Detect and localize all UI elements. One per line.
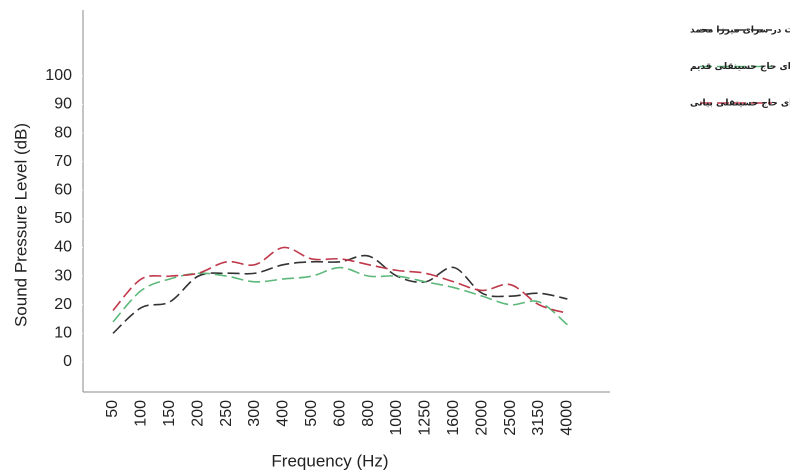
x-axis-title: Frequency (Hz) [271, 451, 388, 470]
x-tick-label: 500 [303, 400, 320, 427]
x-tick-label: 300 [246, 400, 263, 427]
x-tick-label: 600 [331, 400, 348, 427]
x-tick-label: 800 [360, 400, 377, 427]
y-tick-label: 0 [63, 353, 72, 370]
series-line [112, 246, 568, 315]
x-tick-label: 250 [218, 400, 235, 427]
x-tick-label: 50 [104, 400, 121, 418]
y-tick-label: 20 [54, 296, 72, 313]
y-tick-label: 70 [54, 153, 72, 170]
x-tick-label: 400 [275, 400, 292, 427]
legend-label: میانگین مقادیر کمینه تراز فشار صوت در سر… [690, 97, 790, 109]
legend-label: میانگین مقادیر کمینه تراز فشار صوت در سر… [690, 24, 790, 36]
x-tick-label: 3150 [530, 400, 547, 436]
x-tick-label: 4000 [559, 400, 576, 436]
series-line [112, 254, 568, 334]
x-tick-label: 2000 [473, 400, 490, 436]
x-tick-label: 2500 [502, 400, 519, 436]
x-tick-label: 200 [189, 400, 206, 427]
y-tick-label: 50 [54, 210, 72, 227]
y-axis-title: Sound Pressure Level (dB) [11, 123, 30, 327]
legend-label: میانگین مقادیر کمینه تراز فشار صوت در سر… [690, 60, 790, 72]
y-tick-label: 30 [54, 267, 72, 284]
y-tick-label: 100 [45, 67, 72, 84]
y-tick-label: 40 [54, 239, 72, 256]
x-tick-label: 1250 [417, 400, 434, 436]
x-tick-label: 150 [161, 400, 178, 427]
x-tick-label: 1000 [388, 400, 405, 436]
y-tick-label: 60 [54, 181, 72, 198]
x-tick-label: 100 [133, 400, 150, 427]
x-tick-label: 1600 [445, 400, 462, 436]
y-tick-label: 10 [54, 325, 72, 342]
y-tick-label: 90 [54, 96, 72, 113]
y-tick-label: 80 [54, 124, 72, 141]
